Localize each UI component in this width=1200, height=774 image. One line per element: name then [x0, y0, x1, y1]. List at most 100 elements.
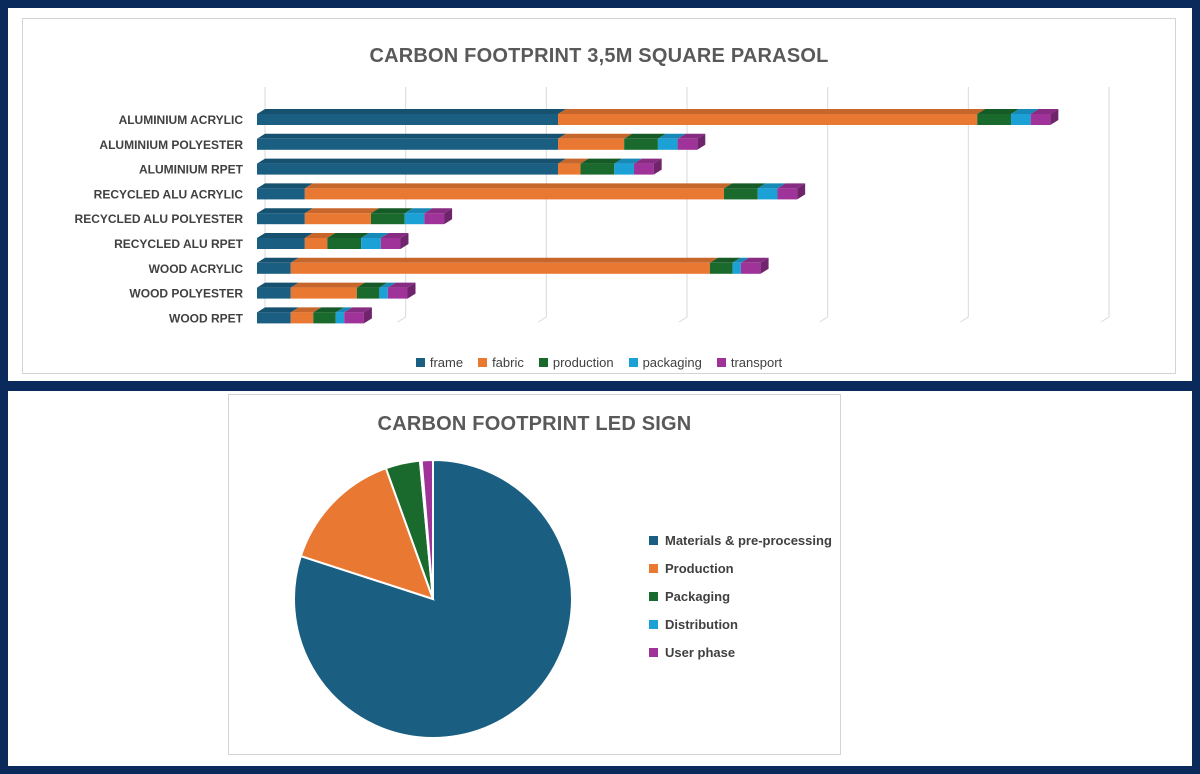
pie-slice-production — [299, 466, 435, 601]
bar-frame-aluminium-acrylic — [257, 109, 567, 125]
legend-label: User phase — [665, 645, 736, 660]
legend-swatch — [478, 358, 488, 367]
legend-swatch — [716, 358, 726, 367]
legend-swatch — [649, 536, 658, 545]
bar-fabric-aluminium-acrylic — [558, 109, 986, 125]
legend-item-production: Production — [649, 561, 832, 576]
legend-swatch — [415, 358, 425, 367]
bar-fabric-aluminium-rpet — [558, 158, 589, 175]
bar-fabric-recycled-alu-rpet — [304, 233, 336, 249]
pie-chart-area: CARBON FOOTPRINT LED SIGN Materials & pr… — [228, 394, 841, 755]
bar-transport-recycled-alu-acrylic — [777, 183, 806, 200]
bar-frame-recycled-alu-acrylic — [257, 183, 313, 200]
legend-label: packaging — [642, 355, 702, 370]
bottom-panel: CARBON FOOTPRINT LED SIGN Materials & pr… — [8, 391, 1192, 766]
bar-packaging-aluminium-polyester — [657, 133, 686, 150]
bar-transport-aluminium-polyester — [677, 133, 706, 150]
bar-production-wood-rpet — [313, 307, 344, 324]
bar-fabric-wood-rpet — [290, 307, 322, 324]
bar-frame-aluminium-polyester — [257, 133, 567, 150]
bar-packaging-wood-acrylic — [732, 257, 749, 274]
bar-production-aluminium-polyester — [624, 133, 666, 150]
legend-swatch — [649, 620, 658, 629]
bar-fabric-wood-polyester — [290, 282, 365, 299]
legend-label: frame — [429, 355, 464, 370]
gridline — [1100, 87, 1110, 323]
bar-chart-legend: frame fabric production packaging transport — [23, 355, 1175, 370]
bar-transport-wood-polyester — [387, 282, 416, 299]
category-label: ALUMINIUM ACRYLIC — [119, 113, 244, 127]
pie-slice-user-phase — [420, 458, 434, 600]
bar-transport-wood-acrylic — [740, 257, 769, 274]
bar-frame-recycled-alu-polyester — [257, 208, 313, 225]
category-label: WOOD POLYESTER — [129, 287, 243, 301]
bar-frame-wood-acrylic — [257, 257, 299, 274]
bar-packaging-recycled-alu-rpet — [361, 233, 389, 249]
gridline — [960, 87, 969, 323]
legend-label: Production — [665, 561, 734, 576]
category-label: RECYCLED ALU ACRYLIC — [94, 187, 244, 201]
bar-fabric-aluminium-polyester — [558, 133, 633, 150]
legend-label: fabric — [492, 355, 524, 370]
legend-item-frame: frame — [415, 355, 464, 370]
bar-packaging-aluminium-acrylic — [1010, 109, 1039, 125]
legend-swatch — [649, 592, 658, 601]
bar-transport-recycled-alu-polyester — [424, 208, 453, 225]
legend-item-production: production — [538, 355, 614, 370]
bar-packaging-wood-polyester — [379, 282, 396, 299]
bar-fabric-recycled-alu-polyester — [304, 208, 379, 225]
pie-chart-legend: Materials & pre-processing Production Pack… — [649, 533, 832, 673]
category-label: ALUMINIUM POLYESTER — [99, 138, 243, 152]
bar-frame-aluminium-rpet — [257, 158, 567, 175]
pie-chart-plot — [293, 458, 573, 739]
category-label: WOOD ACRYLIC — [149, 262, 244, 276]
category-label: ALUMINIUM RPET — [139, 163, 244, 177]
bar-production-wood-polyester — [356, 282, 388, 299]
gridline — [678, 87, 688, 323]
bar-packaging-recycled-alu-polyester — [404, 208, 433, 225]
bar-production-aluminium-acrylic — [977, 109, 1019, 125]
bar-frame-wood-polyester — [257, 282, 299, 299]
bar-production-recycled-alu-rpet — [327, 233, 370, 249]
bar-transport-recycled-alu-rpet — [380, 233, 409, 249]
bar-production-recycled-alu-polyester — [370, 208, 413, 225]
category-label: WOOD RPET — [169, 311, 244, 325]
bar-packaging-recycled-alu-acrylic — [757, 183, 786, 200]
category-label: RECYCLED ALU POLYESTER — [75, 212, 244, 226]
bar-production-recycled-alu-acrylic — [724, 183, 766, 200]
legend-swatch — [628, 358, 638, 367]
legend-label: Distribution — [665, 617, 738, 632]
legend-item-materials-pre-processing: Materials & pre-processing — [649, 533, 832, 548]
bar-transport-aluminium-rpet — [633, 158, 662, 175]
legend-item-fabric: fabric — [478, 355, 524, 370]
legend-label: production — [552, 355, 614, 370]
bar-transport-aluminium-acrylic — [1030, 109, 1059, 125]
bar-chart-plot: ALUMINIUM ACRYLIC ALUMINIUM POLYESTER ALUM… — [75, 87, 1110, 325]
legend-swatch — [649, 648, 658, 657]
legend-label: Materials & pre-processing — [665, 533, 832, 548]
legend-label: Packaging — [665, 589, 731, 604]
bar-production-aluminium-rpet — [580, 158, 623, 175]
bar-transport-wood-rpet — [344, 307, 372, 324]
bar-chart-title: CARBON FOOTPRINT 3,5M SQUARE PARASOL — [369, 45, 829, 67]
bar-frame-wood-rpet — [257, 307, 299, 324]
legend-item-transport: transport — [716, 355, 783, 370]
bar-chart-area: CARBON FOOTPRINT 3,5M SQUARE PARASOL ALU… — [22, 18, 1176, 374]
legend-swatch — [649, 564, 658, 573]
legend-item-distribution: Distribution — [649, 617, 832, 632]
legend-item-user-phase: User phase — [649, 645, 832, 660]
top-panel: CARBON FOOTPRINT 3,5M SQUARE PARASOL ALU… — [8, 8, 1192, 381]
category-label: RECYCLED ALU RPET — [114, 237, 244, 251]
gridline — [819, 87, 829, 323]
bar-packaging-wood-rpet — [335, 307, 353, 324]
legend-item-packaging: Packaging — [649, 589, 832, 604]
legend-item-packaging: packaging — [628, 355, 702, 370]
bar-frame-recycled-alu-rpet — [257, 233, 313, 249]
bar-packaging-aluminium-rpet — [614, 158, 642, 175]
bar-production-wood-acrylic — [709, 257, 741, 274]
legend-swatch — [538, 358, 548, 367]
legend-label: transport — [730, 355, 783, 370]
pie-chart-title: CARBON FOOTPRINT LED SIGN — [377, 413, 692, 435]
bar-fabric-wood-acrylic — [290, 257, 718, 274]
bar-fabric-recycled-alu-acrylic — [304, 183, 733, 200]
